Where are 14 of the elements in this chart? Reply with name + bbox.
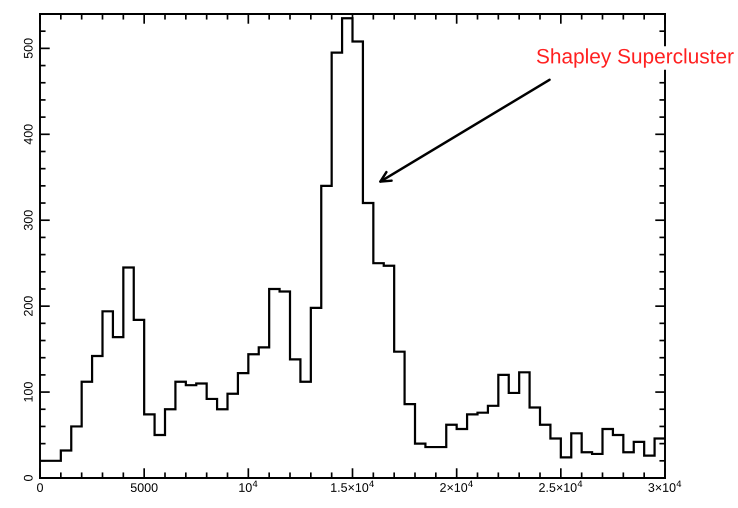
y-tick-label: 500 <box>24 38 33 58</box>
x-tick-label: 3×10$^{4}$ <box>648 480 682 492</box>
x-tick-label: 2.5×10$^{4}$ <box>539 480 582 492</box>
y-tick-label: 200 <box>24 296 33 316</box>
x-tick-label: 0 <box>37 483 43 492</box>
y-tick-label: 100 <box>24 382 33 402</box>
x-tick-label: 5000 <box>130 483 158 492</box>
y-tick-label: 0 <box>24 475 33 481</box>
annotation: Shapley Supercluster <box>536 48 734 68</box>
x-tick-label: 10$^{4}$ <box>239 480 258 492</box>
y-tick-label: 300 <box>24 210 33 230</box>
x-tick-label: 1.5×10$^{4}$ <box>331 480 374 492</box>
y-tick-label: 400 <box>24 124 33 144</box>
x-tick-label: 2×10$^{4}$ <box>440 480 473 492</box>
